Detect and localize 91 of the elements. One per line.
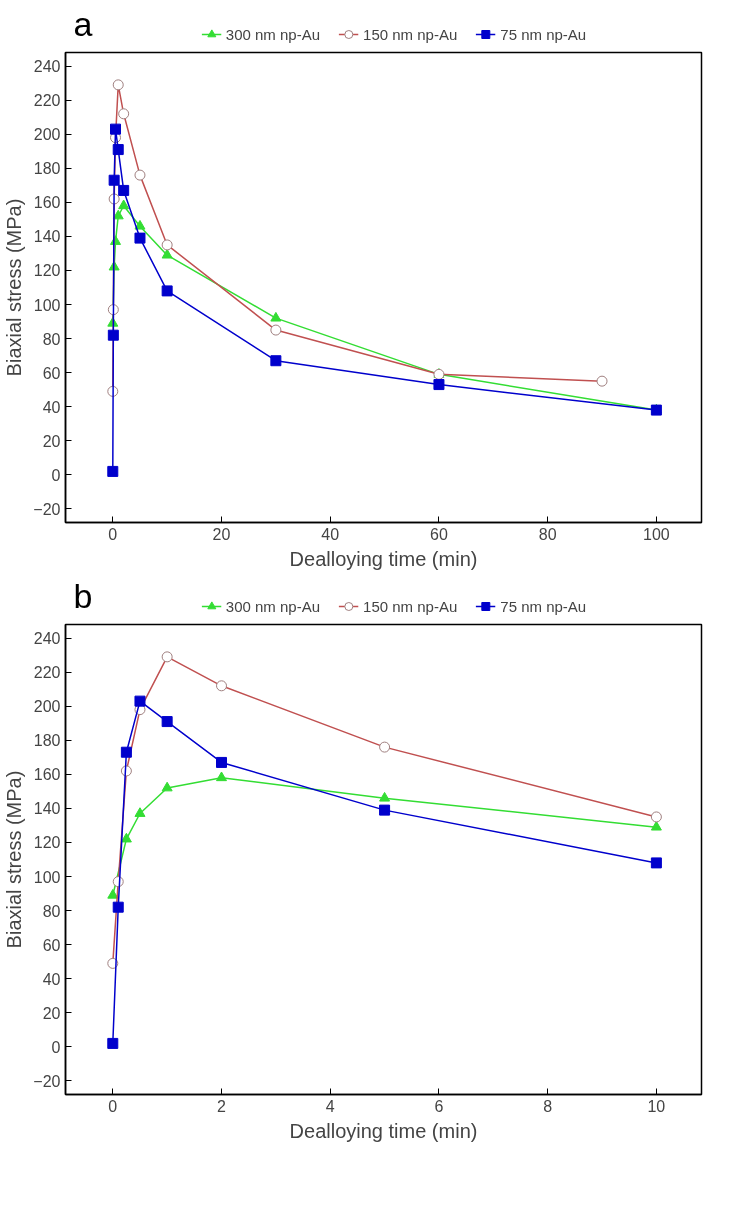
y-tick-label: −20 [33,500,61,518]
y-tick-label: 100 [33,296,61,314]
point [110,123,122,135]
point [379,804,391,816]
point [216,680,228,692]
point [108,174,120,186]
point [120,746,132,758]
point [118,184,130,196]
x-tick-label: 2 [217,1097,227,1115]
y-tick-label: 200 [33,698,61,716]
y-tick-label: −20 [33,1072,61,1090]
point [161,651,173,663]
point [596,375,608,387]
point [161,239,173,251]
chart-title: a [73,4,93,43]
x-tick-label: 8 [543,1097,553,1115]
y-tick-label: 160 [33,194,61,212]
y-tick-label: 180 [33,732,61,750]
point [650,857,662,869]
y-tick-label: 120 [33,834,61,852]
y-tick-label: 80 [42,330,61,348]
point [112,144,124,156]
y-tick-label: 40 [42,398,61,416]
y-tick-label: 0 [51,1038,61,1056]
legend-label: 150 nm np-Au [363,25,458,43]
point [107,888,119,899]
x-tick-label: 60 [430,525,448,543]
point [216,756,228,768]
x-tick-label: 40 [321,525,340,543]
y-tick-label: 0 [51,466,61,484]
y-tick-label: 60 [42,936,61,954]
y-tick-label: 140 [33,800,61,818]
point [107,465,119,477]
point [270,355,282,367]
point [433,379,445,391]
x-tick-label: 100 [643,525,670,543]
y-tick-label: 100 [33,868,61,886]
point [379,791,391,802]
legend-label: 75 nm np-Au [500,25,587,43]
legend-label: 300 nm np-Au [225,25,321,43]
y-tick-label: 160 [33,766,61,784]
y-tick-label: 60 [42,364,61,382]
legend-label: 300 nm np-Au [225,597,321,615]
y-tick-label: 200 [33,126,61,144]
point [112,209,124,220]
point [650,820,662,831]
chart-title: b [73,576,93,615]
point [134,232,146,244]
point [134,169,146,181]
y-tick-label: 40 [42,970,61,988]
point [270,311,282,322]
point [134,807,146,817]
point [161,781,173,792]
point [118,108,130,120]
y-axis-title: Biaxial stress (MPa) [3,770,26,949]
y-tick-label: 20 [42,432,61,450]
x-tick-label: 20 [212,525,231,543]
point [216,771,228,782]
point [112,901,124,913]
y-tick-label: 140 [33,228,61,246]
x-tick-label: 10 [647,1097,666,1115]
legend-label: 150 nm np-Au [363,597,458,615]
y-tick-label: 80 [42,902,61,920]
y-axis-title: Biaxial stress (MPa) [3,198,26,377]
point [107,329,119,341]
x-axis-title: Dealloying time (min) [289,1119,478,1142]
point [134,695,146,707]
x-axis-title: Dealloying time (min) [289,547,478,570]
point [650,811,662,823]
point [107,1037,119,1049]
x-tick-label: 0 [108,1097,118,1115]
y-tick-label: 240 [33,58,61,76]
point [112,79,124,91]
x-tick-label: 80 [538,525,557,543]
point [134,219,146,230]
point [270,324,282,336]
point [161,285,173,297]
x-tick-label: 6 [434,1097,444,1115]
y-tick-label: 240 [33,630,61,648]
legend-label: 75 nm np-Au [500,597,587,615]
point [118,199,130,210]
x-tick-label: 4 [325,1097,335,1115]
x-tick-label: 0 [108,525,118,543]
y-tick-label: 220 [33,92,61,110]
point [161,716,173,728]
point [161,248,173,259]
y-tick-label: 20 [42,1004,61,1022]
y-tick-label: 180 [33,160,61,178]
y-tick-label: 120 [33,262,61,280]
y-tick-label: 220 [33,664,61,682]
point [379,741,391,753]
